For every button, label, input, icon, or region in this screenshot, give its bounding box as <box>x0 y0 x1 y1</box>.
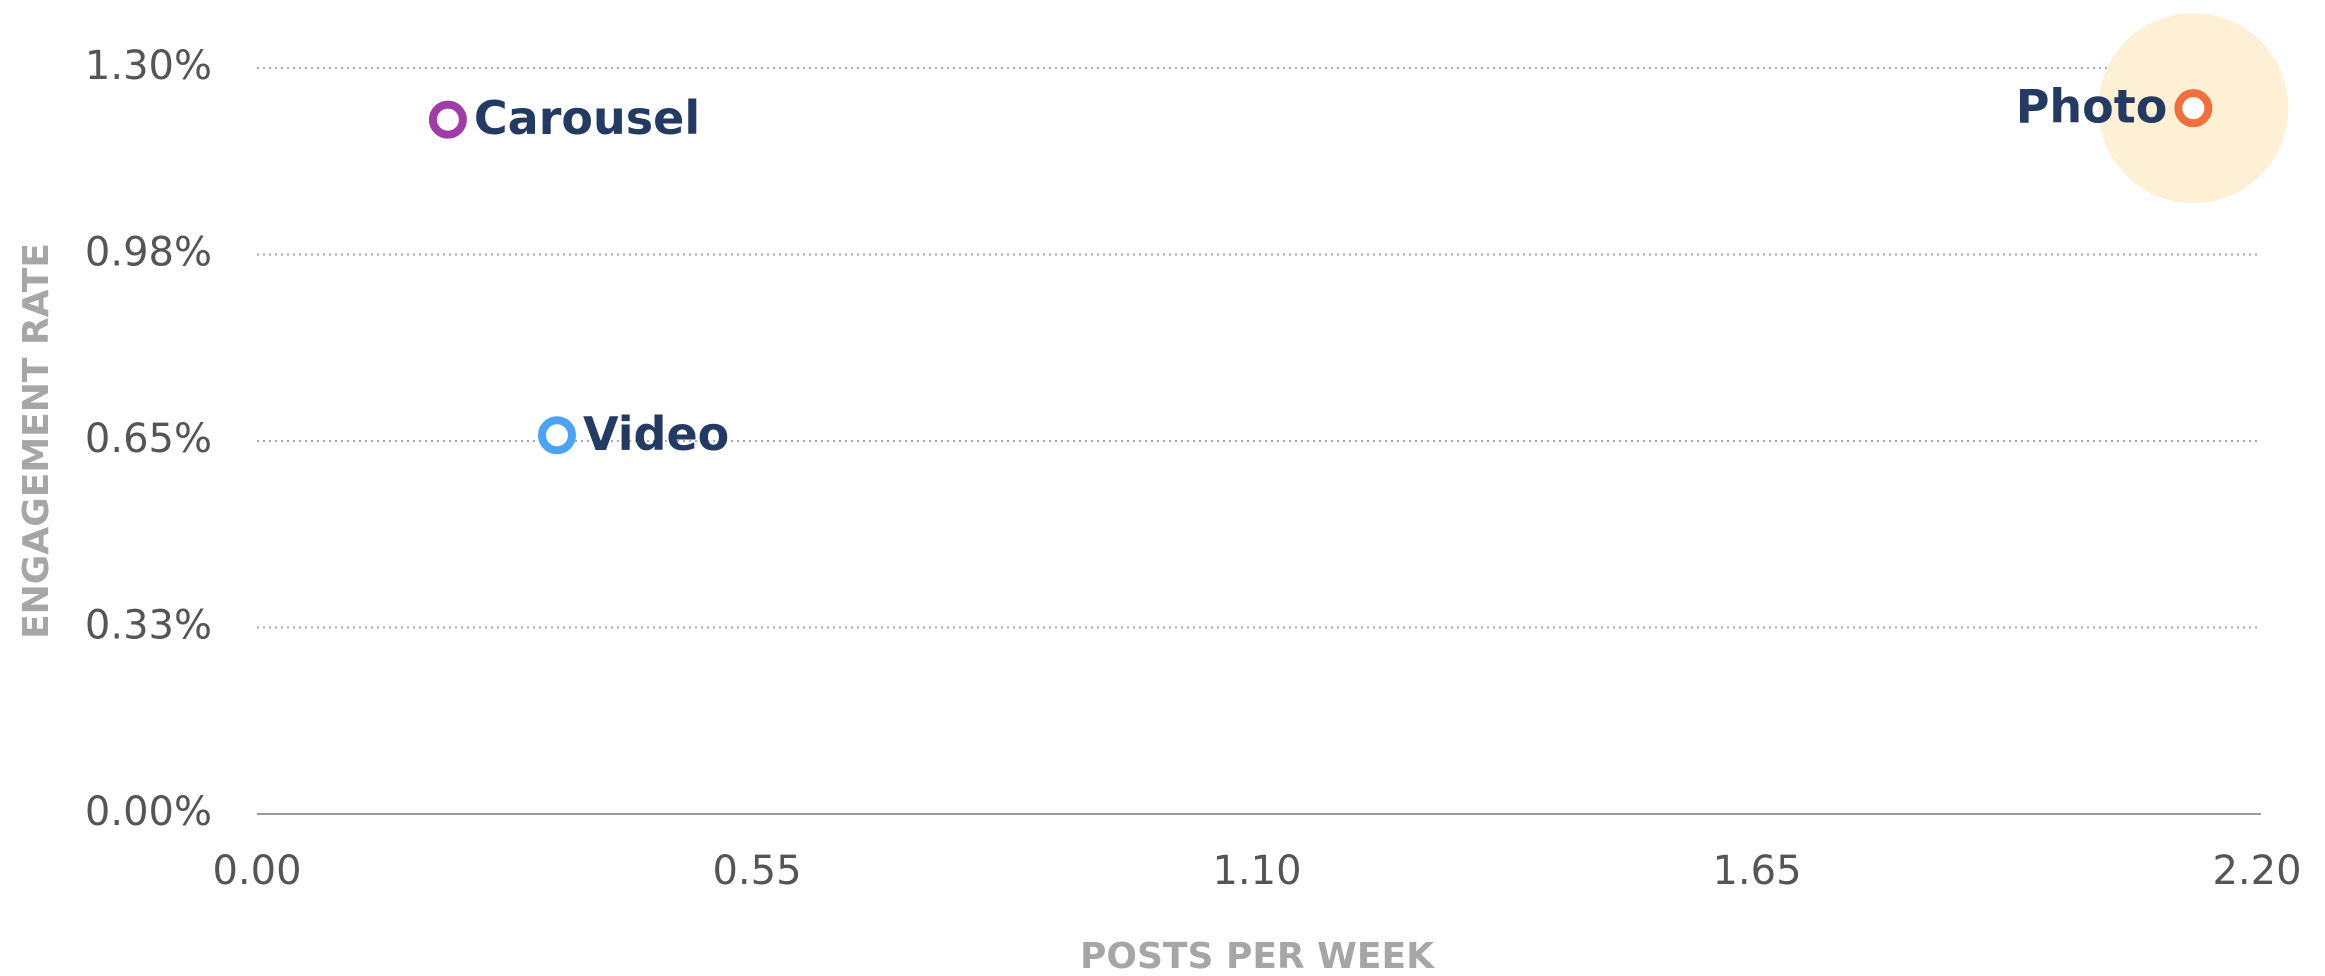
y-tick-label: 0.00% <box>85 789 212 835</box>
y-tick-label: 0.98% <box>85 230 212 276</box>
x-tick-label: 1.10 <box>1212 848 1301 894</box>
y-tick-label: 0.33% <box>85 603 212 649</box>
point <box>428 100 467 139</box>
y-tick-label: 1.30% <box>85 43 212 89</box>
x-axis-title: POSTS PER WEEK <box>1080 936 1435 976</box>
point-label: Photo <box>2016 80 2168 134</box>
x-tick-label: 0.00 <box>212 848 301 894</box>
point <box>538 416 576 455</box>
point-label: Carousel <box>474 91 700 145</box>
y-axis-title: ENGAGEMENT RATE <box>16 243 57 639</box>
x-tick-label: 1.65 <box>1712 848 1801 894</box>
x-tick-label: 0.55 <box>712 848 801 894</box>
y-tick-label: 0.65% <box>85 416 212 462</box>
point-label: Video <box>583 407 729 461</box>
point <box>2174 89 2213 128</box>
x-tick-label: 2.20 <box>2212 848 2301 894</box>
